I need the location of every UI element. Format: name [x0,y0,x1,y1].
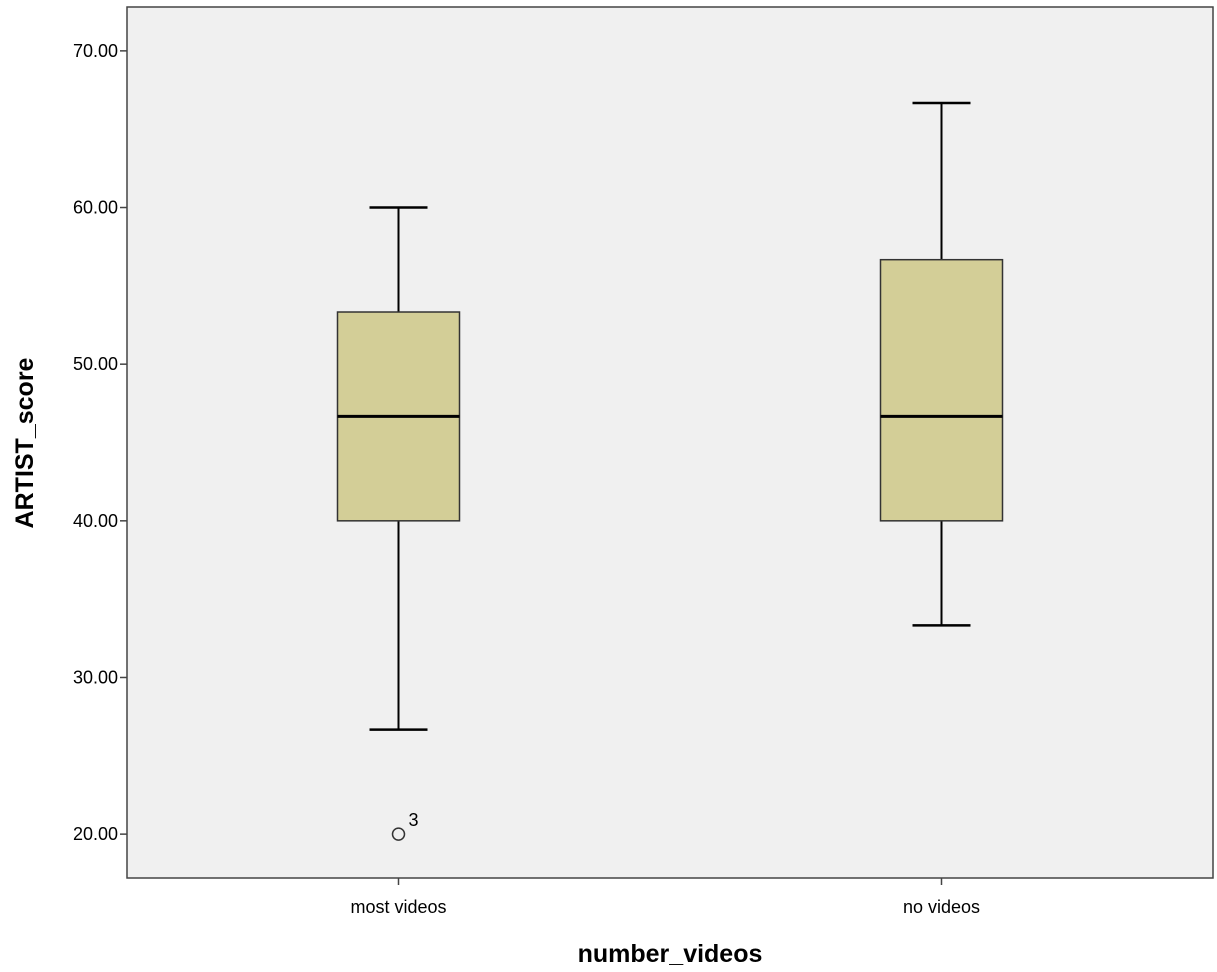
x-tick-label: most videos [350,897,446,917]
x-axis: most videos no videos [350,878,980,917]
y-tick-label: 30.00 [73,667,118,687]
outlier-point [391,827,406,841]
boxes-layer: 3 [336,101,1004,841]
iqr-box [879,258,1004,522]
x-axis-title: number_videos [578,940,763,968]
y-tick-label: 60.00 [73,198,118,218]
box-group [879,101,1004,627]
y-tick-label: 40.00 [73,511,118,531]
x-tick-label: no videos [903,897,980,917]
outlier-label: 3 [409,810,419,830]
y-tick-label: 70.00 [73,41,118,61]
box-group: 3 [336,206,461,841]
y-axis: 20.00 30.00 40.00 50.00 60.00 70.00 [73,41,127,844]
y-tick-label: 50.00 [73,354,118,374]
y-tick-label: 20.00 [73,824,118,844]
y-axis-title: ARTIST_score [11,357,39,528]
plot-area [126,6,1214,879]
